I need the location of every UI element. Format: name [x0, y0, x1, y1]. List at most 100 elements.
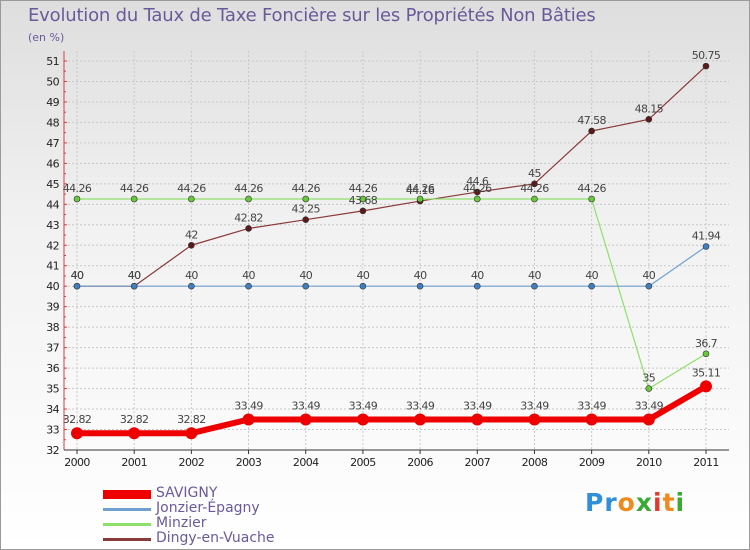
legend-swatch: [103, 508, 151, 511]
data-point: [188, 195, 195, 203]
logo-letter: P: [585, 488, 605, 517]
logo-letter: r: [604, 488, 618, 517]
data-label: 33.49: [349, 399, 378, 412]
data-label: 43.68: [349, 194, 378, 207]
data-point: [185, 427, 198, 440]
y-tick-label: 50: [46, 75, 59, 88]
y-tick-label: 38: [46, 321, 59, 334]
data-label: 45: [528, 167, 541, 180]
data-point: [414, 413, 427, 426]
series-line-2: [76, 198, 707, 390]
data-point: [130, 282, 138, 290]
data-label: 44.26: [349, 182, 378, 195]
data-label: 40: [128, 269, 141, 282]
data-label: 44.26: [406, 182, 435, 195]
y-tick-label: 39: [46, 301, 59, 314]
data-point: [242, 413, 255, 426]
x-tick-label: 2002: [179, 456, 205, 469]
data-point: [528, 413, 541, 426]
data-label: 40: [585, 269, 598, 282]
data-point: [71, 427, 83, 440]
data-point: [473, 282, 481, 290]
data-point: [128, 427, 141, 440]
legend-swatch: [103, 538, 151, 541]
data-point: [588, 195, 595, 203]
data-label: 40: [414, 269, 427, 282]
data-label: 33.49: [234, 399, 263, 412]
data-point: [702, 62, 710, 70]
data-point: [700, 380, 712, 393]
data-label: 44.26: [63, 182, 92, 195]
data-point: [188, 282, 195, 290]
data-label: 44.26: [120, 182, 149, 195]
series-line-3: [76, 65, 707, 287]
data-point: [359, 282, 367, 290]
y-tick-label: 40: [46, 280, 59, 293]
x-tick-label: 2007: [464, 456, 490, 469]
data-label: 32.82: [177, 413, 206, 426]
data-label: 32.82: [120, 413, 149, 426]
data-label: 33.49: [406, 399, 435, 412]
data-label: 40: [128, 269, 141, 282]
x-tick-label: 2006: [407, 456, 433, 469]
y-tick-label: 49: [46, 96, 59, 109]
logo-letter: i: [653, 488, 663, 517]
data-label: 44.26: [577, 182, 606, 195]
grid: [64, 51, 729, 451]
x-tick-label: 2001: [121, 456, 147, 469]
data-label: 50.75: [692, 49, 721, 62]
y-tick-label: 43: [46, 219, 59, 232]
data-label: 40: [185, 269, 198, 282]
data-point: [588, 127, 595, 135]
data-point: [585, 413, 598, 426]
data-point: [531, 195, 538, 203]
data-point: [473, 195, 481, 203]
y-tick-label: 51: [46, 55, 59, 68]
data-point: [531, 282, 538, 290]
x-tick-label: 2008: [522, 456, 548, 469]
data-label: 32.82: [63, 413, 92, 426]
data-label: 44.26: [177, 182, 206, 195]
data-label: 48.15: [635, 102, 664, 115]
data-label: 44.26: [520, 182, 549, 195]
data-point: [245, 225, 252, 232]
data-point: [245, 282, 252, 290]
x-tick-label: 2003: [236, 456, 262, 469]
data-point: [588, 282, 595, 290]
x-tick-label: 2005: [350, 456, 376, 469]
legend-label: Minzier: [156, 515, 207, 531]
data-label: 33.49: [291, 399, 320, 412]
logo-letter: x: [635, 488, 653, 517]
data-label: 35.11: [692, 366, 721, 379]
y-tick-label: 47: [46, 137, 59, 150]
data-point: [531, 180, 538, 188]
y-tick-label: 44: [46, 198, 59, 211]
data-label: 33.49: [520, 399, 549, 412]
data-point: [302, 195, 310, 203]
data-point: [245, 195, 252, 203]
data-label: 41.94: [692, 229, 721, 242]
data-label: 44.6: [466, 175, 489, 188]
data-label: 33.49: [577, 399, 606, 412]
series-group: [71, 62, 712, 440]
y-tick-label: 46: [46, 157, 59, 170]
y-tick-label: 32: [46, 444, 59, 457]
data-point: [416, 282, 424, 290]
data-point: [473, 188, 481, 196]
proxiti-logo: Proxiti: [585, 488, 685, 517]
y-tick-label: 45: [46, 178, 59, 191]
x-tick-label: 2010: [636, 456, 662, 469]
data-label: 36.7: [695, 337, 718, 350]
chart-unit-label: (en %): [28, 31, 65, 44]
data-label: 40: [528, 269, 541, 282]
data-label: 33.49: [635, 399, 664, 412]
y-tick-label: 42: [46, 239, 59, 252]
data-label: 35: [642, 372, 655, 385]
data-label: 40: [471, 269, 484, 282]
data-point: [73, 195, 81, 203]
data-label: 40: [242, 269, 255, 282]
data-point: [299, 413, 312, 426]
data-label: 43.25: [291, 203, 320, 216]
data-point: [645, 385, 653, 392]
data-point: [359, 195, 367, 203]
